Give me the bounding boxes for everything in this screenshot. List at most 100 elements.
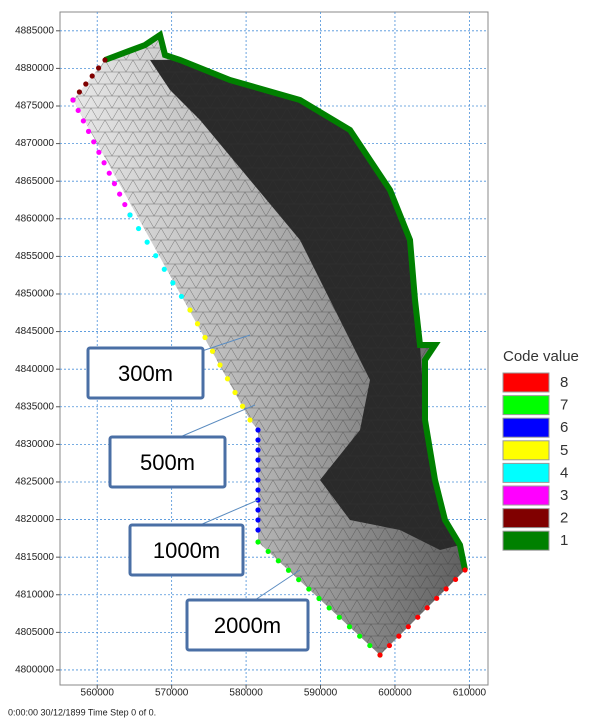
boundary-node — [76, 108, 81, 113]
legend-label: 8 — [560, 374, 568, 391]
boundary-node — [316, 596, 321, 601]
boundary-node — [255, 539, 260, 544]
page: {"chart_data": {"type": "mesh", "xlim": … — [0, 0, 608, 721]
boundary-node — [179, 294, 184, 299]
chart: 300m 500m 1000m 2000m Code value 8 7 6 5 4 3 2 1 0… — [0, 0, 608, 721]
y-tick-label: 4825000 — [15, 477, 54, 488]
boundary-node — [306, 586, 311, 591]
legend-label: 3 — [560, 487, 568, 504]
boundary-node — [255, 517, 260, 522]
boundary-node — [255, 507, 260, 512]
boundary-node — [255, 477, 260, 482]
boundary-node — [232, 390, 237, 395]
x-tick-label: 610000 — [453, 688, 487, 699]
boundary-node — [122, 202, 127, 207]
boundary-node — [162, 267, 167, 272]
y-tick-label: 4870000 — [15, 138, 54, 149]
boundary-node — [415, 615, 420, 620]
y-tick-label: 4805000 — [15, 627, 54, 638]
boundary-node — [347, 624, 352, 629]
boundary-node — [387, 643, 392, 648]
legend-swatch — [503, 418, 549, 437]
legend-label: 6 — [560, 419, 568, 436]
legend-swatch — [503, 531, 549, 550]
boundary-node — [210, 349, 215, 354]
boundary-node — [327, 605, 332, 610]
legend-swatch — [503, 396, 549, 415]
legend-label: 2 — [560, 510, 568, 527]
boundary-node — [96, 150, 101, 155]
legend-swatch — [503, 463, 549, 482]
y-tick-label: 4800000 — [15, 665, 54, 676]
boundary-node — [286, 568, 291, 573]
x-tick-label: 600000 — [378, 688, 412, 699]
boundary-node — [153, 253, 158, 258]
boundary-node — [107, 171, 112, 176]
boundary-node — [83, 81, 88, 86]
boundary-node — [266, 549, 271, 554]
boundary-node — [81, 118, 86, 123]
boundary-node — [377, 652, 382, 657]
boundary-node — [225, 376, 230, 381]
legend-swatch — [503, 486, 549, 505]
boundary-node — [187, 307, 192, 312]
y-tick-label: 4875000 — [15, 101, 54, 112]
legend-label: 5 — [560, 442, 568, 459]
annotation: 1000m — [153, 538, 220, 563]
y-tick-label: 4830000 — [15, 439, 54, 450]
y-tick-label: 4880000 — [15, 63, 54, 74]
y-tick-label: 4835000 — [15, 401, 54, 412]
footer: 0:00:00 30/12/1899 Time Step 0 of 0. — [8, 707, 156, 717]
y-tick-label: 4820000 — [15, 514, 54, 525]
boundary-node — [406, 624, 411, 629]
legend-label: 4 — [560, 464, 568, 481]
boundary-node — [96, 65, 101, 70]
boundary-node — [255, 467, 260, 472]
legend-label: 1 — [560, 532, 568, 549]
legend-title: Code value — [503, 348, 579, 365]
boundary-node — [145, 240, 150, 245]
legend-label: 7 — [560, 397, 568, 414]
boundary-node — [247, 417, 252, 422]
x-tick-label: 570000 — [155, 688, 189, 699]
y-tick-label: 4860000 — [15, 213, 54, 224]
boundary-node — [444, 586, 449, 591]
x-tick-label: 590000 — [304, 688, 338, 699]
boundary-node — [396, 634, 401, 639]
boundary-node — [453, 577, 458, 582]
boundary-node — [90, 73, 95, 78]
boundary-node — [367, 643, 372, 648]
boundary-node — [170, 280, 175, 285]
boundary-node — [255, 487, 260, 492]
x-tick-label: 560000 — [81, 688, 115, 699]
y-tick-label: 4850000 — [15, 289, 54, 300]
boundary-node — [101, 160, 106, 165]
boundary-node — [255, 437, 260, 442]
y-tick-label: 4810000 — [15, 589, 54, 600]
boundary-node — [127, 212, 132, 217]
y-tick-label: 4865000 — [15, 176, 54, 187]
boundary-node — [255, 427, 260, 432]
boundary-node — [337, 615, 342, 620]
y-tick-label: 4855000 — [15, 251, 54, 262]
x-tick-label: 580000 — [229, 688, 263, 699]
annotation: 2000m — [214, 613, 281, 638]
boundary-node — [255, 457, 260, 462]
boundary-node — [117, 191, 122, 196]
boundary-node — [91, 139, 96, 144]
boundary-node — [102, 57, 107, 62]
boundary-node — [425, 605, 430, 610]
legend-swatch — [503, 441, 549, 460]
legend-swatch — [503, 373, 549, 392]
annotation: 300m — [118, 361, 173, 386]
boundary-node — [357, 634, 362, 639]
boundary-node — [296, 577, 301, 582]
annotation: 500m — [140, 450, 195, 475]
boundary-node — [255, 527, 260, 532]
boundary-node — [202, 335, 207, 340]
legend-swatch — [503, 509, 549, 528]
boundary-node — [77, 89, 82, 94]
y-tick-label: 4885000 — [15, 25, 54, 36]
y-tick-label: 4845000 — [15, 326, 54, 337]
boundary-node — [136, 226, 141, 231]
